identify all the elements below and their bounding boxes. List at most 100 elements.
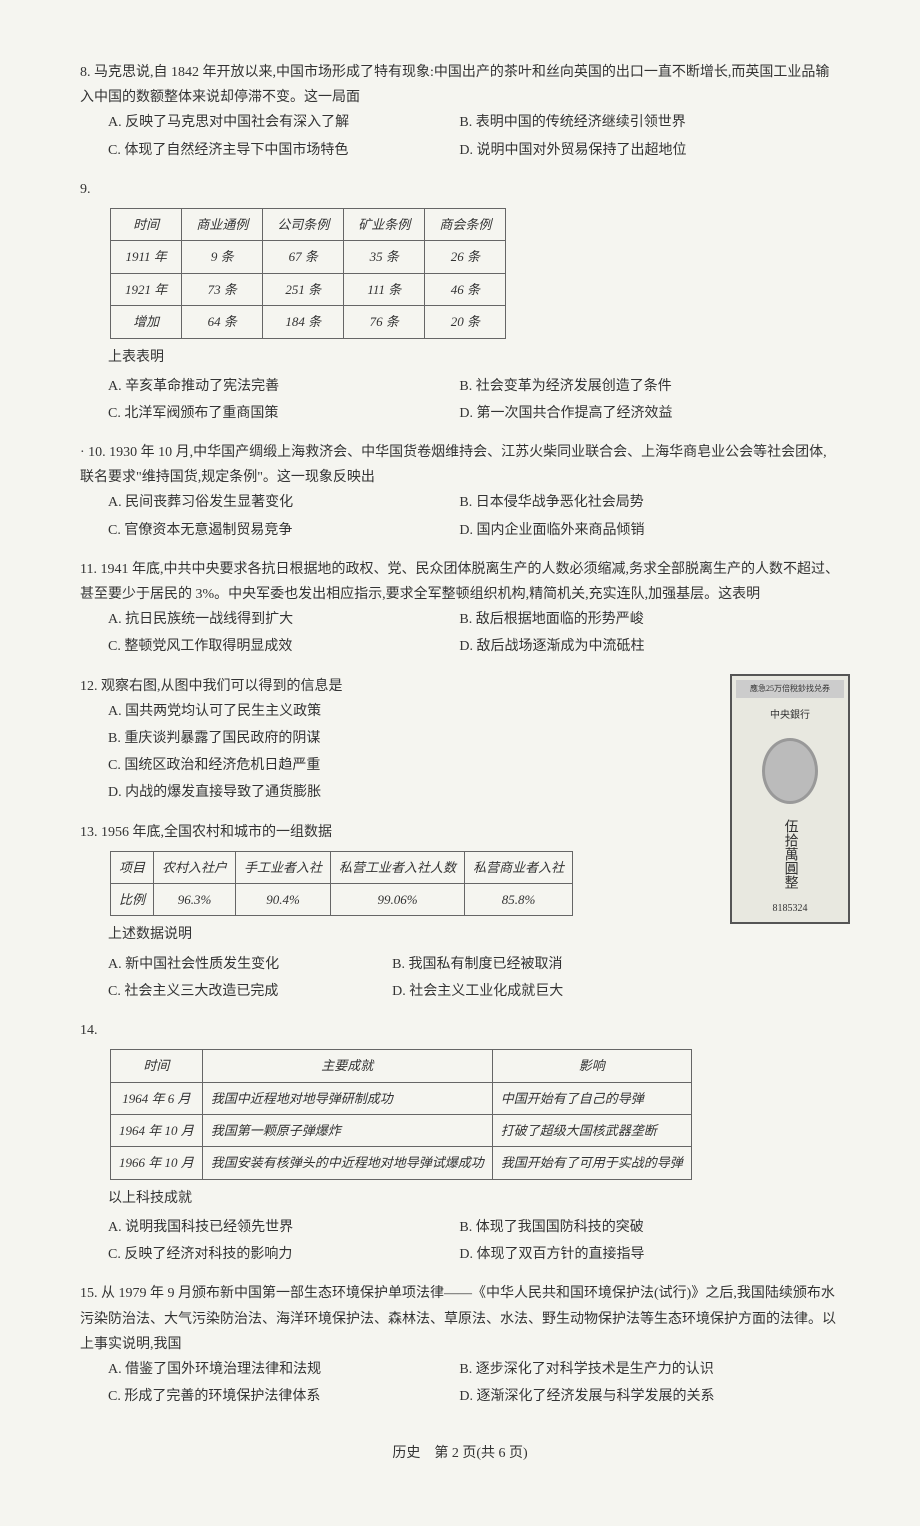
q13-option-b: B. 我国私有制度已经被取消 bbox=[392, 952, 676, 977]
q12-text: 观察右图,从图中我们可以得到的信息是 bbox=[101, 679, 343, 694]
q15-options: A. 借鉴了国外环境治理法律和法规 B. 逐步深化了对科学技术是生产力的认识 C… bbox=[108, 1357, 840, 1411]
q13-text: 1956 年底,全国农村和城市的一组数据 bbox=[101, 825, 332, 840]
q14-number: 14. bbox=[80, 1023, 98, 1038]
q9-th-1: 商业通例 bbox=[182, 208, 263, 240]
banknote-portrait bbox=[762, 738, 818, 804]
q13-r0c1: 96.3% bbox=[154, 884, 236, 916]
q13-table-header: 项目 农村入社户 手工业者入社 私营工业者入社人数 私营商业者入社 bbox=[111, 851, 573, 883]
q8-number: 8. bbox=[80, 65, 91, 80]
q14-r0c1: 我国中近程地对地导弹研制成功 bbox=[202, 1082, 492, 1114]
q14-r0c2: 中国开始有了自己的导弹 bbox=[492, 1082, 691, 1114]
q15-option-d: D. 逐渐深化了经济发展与科学发展的关系 bbox=[459, 1384, 810, 1409]
q14-table: 时间 主要成就 影响 1964 年 6 月 我国中近程地对地导弹研制成功 中国开… bbox=[110, 1049, 692, 1180]
q9-option-d: D. 第一次国共合作提高了经济效益 bbox=[459, 401, 810, 426]
question-11: 11. 1941 年底,中共中央要求各抗日根据地的政权、党、民众团体脱离生产的人… bbox=[80, 557, 840, 662]
q9-stem: 上表表明 bbox=[108, 345, 840, 370]
table-row: 比例 96.3% 90.4% 99.06% 85.8% bbox=[111, 884, 573, 916]
q12-q13-block: 應急25万倍稅鈔找兑券 中央銀行 伍拾萬圓整 8185324 12. 观察右图,… bbox=[80, 674, 840, 1006]
q10-option-d: D. 国内企业面临外来商品倾销 bbox=[459, 518, 810, 543]
q12-option-d: D. 内战的爆发直接导致了通货膨胀 bbox=[108, 780, 700, 805]
q13-options: A. 新中国社会性质发生变化 B. 我国私有制度已经被取消 C. 社会主义三大改… bbox=[108, 952, 700, 1006]
question-12: 12. 观察右图,从图中我们可以得到的信息是 A. 国共两党均认可了民生主义政策… bbox=[80, 674, 840, 808]
q14-r0c0: 1964 年 6 月 bbox=[111, 1082, 203, 1114]
q9-th-2: 公司条例 bbox=[263, 208, 344, 240]
q12-option-b: B. 重庆谈判暴露了国民政府的阴谋 bbox=[108, 726, 700, 751]
q11-option-c: C. 整顿党风工作取得明显成效 bbox=[108, 634, 459, 659]
page-footer: 历史 第 2 页(共 6 页) bbox=[80, 1441, 840, 1466]
q9-table-header: 时间 商业通例 公司条例 矿业条例 商会条例 bbox=[111, 208, 506, 240]
banknote-header: 應急25万倍稅鈔找兑券 bbox=[736, 680, 844, 698]
question-10: · 10. 1930 年 10 月,中华国产绸缎上海救济会、中华国货卷烟维持会、… bbox=[80, 440, 840, 545]
q14-option-c: C. 反映了经济对科技的影响力 bbox=[108, 1242, 459, 1267]
q9-r1c2: 251 条 bbox=[263, 273, 344, 305]
table-row: 1921 年 73 条 251 条 111 条 46 条 bbox=[111, 273, 506, 305]
q13-table: 项目 农村入社户 手工业者入社 私营工业者入社人数 私营商业者入社 比例 96.… bbox=[110, 851, 573, 917]
q13-option-c: C. 社会主义三大改造已完成 bbox=[108, 979, 392, 1004]
q14-th-0: 时间 bbox=[111, 1050, 203, 1082]
q13-option-a: A. 新中国社会性质发生变化 bbox=[108, 952, 392, 977]
q13-th-1: 农村入社户 bbox=[154, 851, 236, 883]
banknote-bank: 中央銀行 bbox=[736, 707, 844, 725]
q13-r0c0: 比例 bbox=[111, 884, 154, 916]
question-14: 14. 时间 主要成就 影响 1964 年 6 月 我国中近程地对地导弹研制成功… bbox=[80, 1018, 840, 1269]
q13-th-2: 手工业者入社 bbox=[236, 851, 331, 883]
q14-option-b: B. 体现了我国国防科技的突破 bbox=[459, 1215, 810, 1240]
q11-text: 1941 年底,中共中央要求各抗日根据地的政权、党、民众团体脱离生产的人数必须缩… bbox=[80, 562, 839, 602]
q13-stem: 上述数据说明 bbox=[108, 922, 700, 947]
q14-options: A. 说明我国科技已经领先世界 B. 体现了我国国防科技的突破 C. 反映了经济… bbox=[108, 1215, 840, 1269]
q13-option-d: D. 社会主义工业化成就巨大 bbox=[392, 979, 676, 1004]
q9-r0c4: 26 条 bbox=[425, 241, 506, 273]
q8-options: A. 反映了马克思对中国社会有深入了解 B. 表明中国的传统经济继续引领世界 C… bbox=[108, 110, 840, 164]
q9-r0c1: 9 条 bbox=[182, 241, 263, 273]
q10-prefix: · bbox=[80, 445, 85, 460]
table-row: 增加 64 条 184 条 76 条 20 条 bbox=[111, 306, 506, 338]
q14-r1c0: 1964 年 10 月 bbox=[111, 1115, 203, 1147]
q9-th-4: 商会条例 bbox=[425, 208, 506, 240]
q11-option-a: A. 抗日民族统一战线得到扩大 bbox=[108, 607, 459, 632]
q13-number: 13. bbox=[80, 825, 98, 840]
q9-number: 9. bbox=[80, 182, 91, 197]
q10-options: A. 民间丧葬习俗发生显著变化 B. 日本侵华战争恶化社会局势 C. 官僚资本无… bbox=[108, 490, 840, 544]
q14-r2c2: 我国开始有了可用于实战的导弹 bbox=[492, 1147, 691, 1179]
q9-r0c3: 35 条 bbox=[344, 241, 425, 273]
q13-r0c4: 85.8% bbox=[465, 884, 573, 916]
q11-option-d: D. 敌后战场逐渐成为中流砥柱 bbox=[459, 634, 810, 659]
q8-option-d: D. 说明中国对外贸易保持了出超地位 bbox=[459, 138, 810, 163]
banknote-image: 應急25万倍稅鈔找兑券 中央銀行 伍拾萬圓整 8185324 bbox=[730, 674, 850, 924]
question-9: 9. 时间 商业通例 公司条例 矿业条例 商会条例 1911 年 9 条 67 … bbox=[80, 177, 840, 428]
q13-th-4: 私营商业者入社 bbox=[465, 851, 573, 883]
q14-r1c2: 打破了超级大国核武器垄断 bbox=[492, 1115, 691, 1147]
q15-number: 15. bbox=[80, 1286, 98, 1301]
q8-text: 马克思说,自 1842 年开放以来,中国市场形成了特有现象:中国出产的茶叶和丝向… bbox=[80, 65, 829, 105]
question-15: 15. 从 1979 年 9 月颁布新中国第一部生态环境保护单项法律——《中华人… bbox=[80, 1281, 840, 1411]
q13-r0c3: 99.06% bbox=[331, 884, 465, 916]
q9-table: 时间 商业通例 公司条例 矿业条例 商会条例 1911 年 9 条 67 条 3… bbox=[110, 208, 506, 339]
q14-option-d: D. 体现了双百方针的直接指导 bbox=[459, 1242, 810, 1267]
q10-text: 1930 年 10 月,中华国产绸缎上海救济会、中华国货卷烟维持会、江苏火柴同业… bbox=[80, 445, 827, 485]
banknote-value: 伍拾萬圓整 bbox=[777, 819, 802, 889]
q9-r2c0: 增加 bbox=[111, 306, 182, 338]
q15-option-b: B. 逐步深化了对科学技术是生产力的认识 bbox=[459, 1357, 810, 1382]
q9-r0c0: 1911 年 bbox=[111, 241, 182, 273]
q14-r2c0: 1966 年 10 月 bbox=[111, 1147, 203, 1179]
q14-stem: 以上科技成就 bbox=[108, 1186, 840, 1211]
table-row: 1966 年 10 月 我国安装有核弹头的中近程地对地导弹试爆成功 我国开始有了… bbox=[111, 1147, 692, 1179]
q9-option-b: B. 社会变革为经济发展创造了条件 bbox=[459, 374, 810, 399]
q13-r0c2: 90.4% bbox=[236, 884, 331, 916]
q15-option-a: A. 借鉴了国外环境治理法律和法规 bbox=[108, 1357, 459, 1382]
q9-r1c0: 1921 年 bbox=[111, 273, 182, 305]
q9-r1c1: 73 条 bbox=[182, 273, 263, 305]
q9-r2c1: 64 条 bbox=[182, 306, 263, 338]
q9-r2c2: 184 条 bbox=[263, 306, 344, 338]
q10-option-a: A. 民间丧葬习俗发生显著变化 bbox=[108, 490, 459, 515]
q9-r1c3: 111 条 bbox=[344, 273, 425, 305]
q11-number: 11. bbox=[80, 562, 97, 577]
table-row: 1964 年 10 月 我国第一颗原子弹爆炸 打破了超级大国核武器垄断 bbox=[111, 1115, 692, 1147]
q8-option-b: B. 表明中国的传统经济继续引领世界 bbox=[459, 110, 810, 135]
banknote-serial: 8185324 bbox=[736, 900, 844, 918]
q14-r1c1: 我国第一颗原子弹爆炸 bbox=[202, 1115, 492, 1147]
q9-r0c2: 67 条 bbox=[263, 241, 344, 273]
q9-r1c4: 46 条 bbox=[425, 273, 506, 305]
q13-th-0: 项目 bbox=[111, 851, 154, 883]
q9-r2c4: 20 条 bbox=[425, 306, 506, 338]
